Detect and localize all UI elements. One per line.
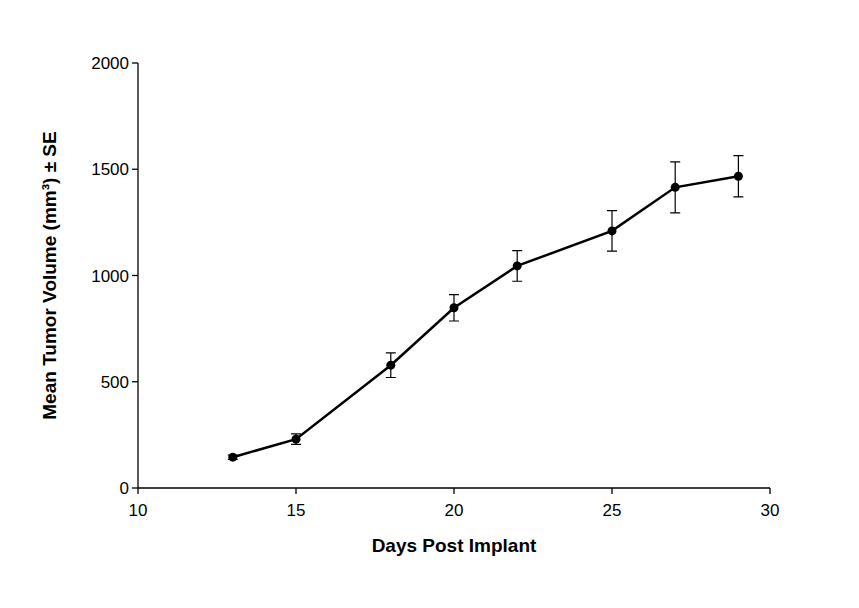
- y-tick-label: 0: [120, 479, 129, 498]
- y-axis-label: Mean Tumor Volume (mm³) ± SE: [39, 131, 60, 419]
- chart: 0 500 1000 1500 2000 10 15 20 25 30 Days Post Impl…: [0, 0, 859, 608]
- error-bar: [228, 455, 238, 459]
- y-tick: [132, 381, 138, 382]
- data-line: [233, 176, 739, 457]
- error-bar: [512, 251, 522, 282]
- error-bar: [449, 295, 459, 321]
- error-bar: [607, 211, 617, 251]
- y-tick: [132, 487, 138, 488]
- y-tick: [132, 275, 138, 276]
- y-tick-label: 1000: [91, 267, 129, 286]
- x-tick: [137, 488, 138, 494]
- x-tick: [611, 488, 612, 494]
- x-tick-label: 15: [287, 501, 306, 520]
- x-tick-label: 25: [603, 501, 622, 520]
- x-tick: [295, 488, 296, 494]
- x-tick: [769, 488, 770, 494]
- x-tick-label: 10: [129, 501, 148, 520]
- y-tick: [132, 169, 138, 170]
- x-tick-label: 30: [761, 501, 780, 520]
- x-tick-label: 20: [445, 501, 464, 520]
- y-tick-label: 500: [101, 373, 129, 392]
- y-tick-label: 1500: [91, 160, 129, 179]
- error-bar: [386, 353, 396, 378]
- error-bar: [291, 434, 301, 445]
- plot-area: [228, 172, 743, 462]
- error-bar: [733, 156, 743, 197]
- x-tick: [453, 488, 454, 494]
- y-tick-label: 2000: [91, 54, 129, 73]
- error-bar: [670, 162, 680, 213]
- y-tick: [132, 62, 138, 63]
- x-axis-label: Days Post Implant: [372, 535, 537, 556]
